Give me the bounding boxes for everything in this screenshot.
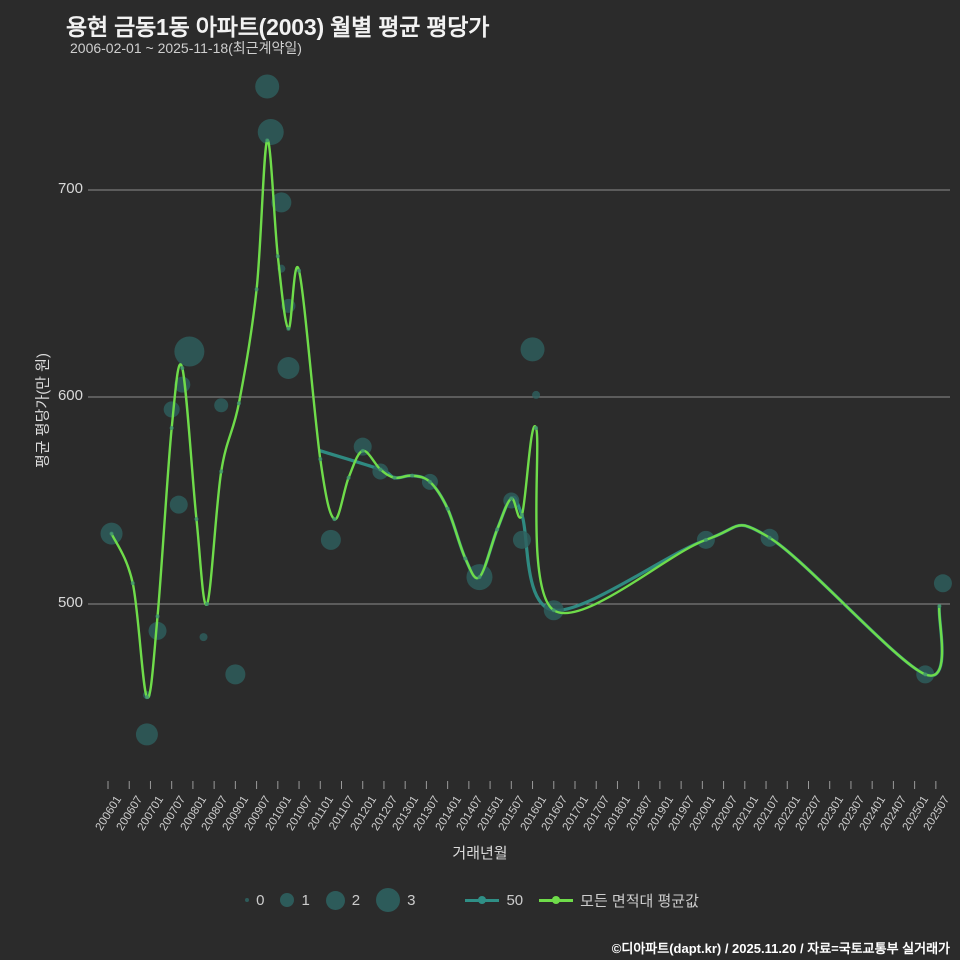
legend-line-swatch-average — [539, 894, 574, 906]
legend-bubble-0[interactable]: 0 — [245, 892, 264, 909]
legend-bubble-1[interactable]: 1 — [280, 891, 310, 909]
legend-series-average[interactable]: 모든 면적대 평균값 — [539, 890, 699, 911]
bubble-size-swatch-3 — [376, 888, 401, 912]
bubble-size-swatch-1 — [280, 893, 295, 907]
y-axis-tick-600: 600 — [57, 387, 83, 404]
legend-series-label-50: 50 — [506, 891, 524, 909]
page-title: 용현 금동1동 아파트(2003) 월별 평균 평당가 — [66, 14, 490, 40]
legend-bubble-3[interactable]: 3 — [376, 888, 415, 912]
legend-bubble-2[interactable]: 2 — [325, 890, 361, 910]
page-subtitle: 2006-02-01 ~ 2025-11-18(최근계약일) — [70, 40, 302, 56]
y-axis-tick-500: 500 — [57, 594, 83, 611]
bubble-size-swatch-0 — [245, 898, 250, 902]
legend-line-swatch-50 — [465, 894, 500, 906]
chart-legend: 0 1 2 3 50 모든 면적대 평균값 — [0, 888, 960, 912]
x-axis-title: 거래년월 — [452, 845, 508, 862]
legend-bubble-label-2: 2 — [351, 891, 361, 909]
legend-series-50[interactable]: 50 — [465, 892, 523, 909]
legend-bubble-label-1: 1 — [301, 891, 310, 909]
y-axis-tick-700: 700 — [57, 180, 83, 197]
legend-series-label-average: 모든 면적대 평균값 — [580, 892, 699, 910]
bubble-size-swatch-2 — [325, 890, 345, 910]
legend-bubble-label-0: 0 — [256, 891, 265, 909]
footer-credit: ©디아파트(dapt.kr) / 2025.11.20 / 자료=국토교통부 실… — [611, 941, 950, 956]
y-axis-title: 평균 평당가(만 원) — [34, 353, 52, 468]
legend-bubble-label-3: 3 — [407, 891, 416, 909]
